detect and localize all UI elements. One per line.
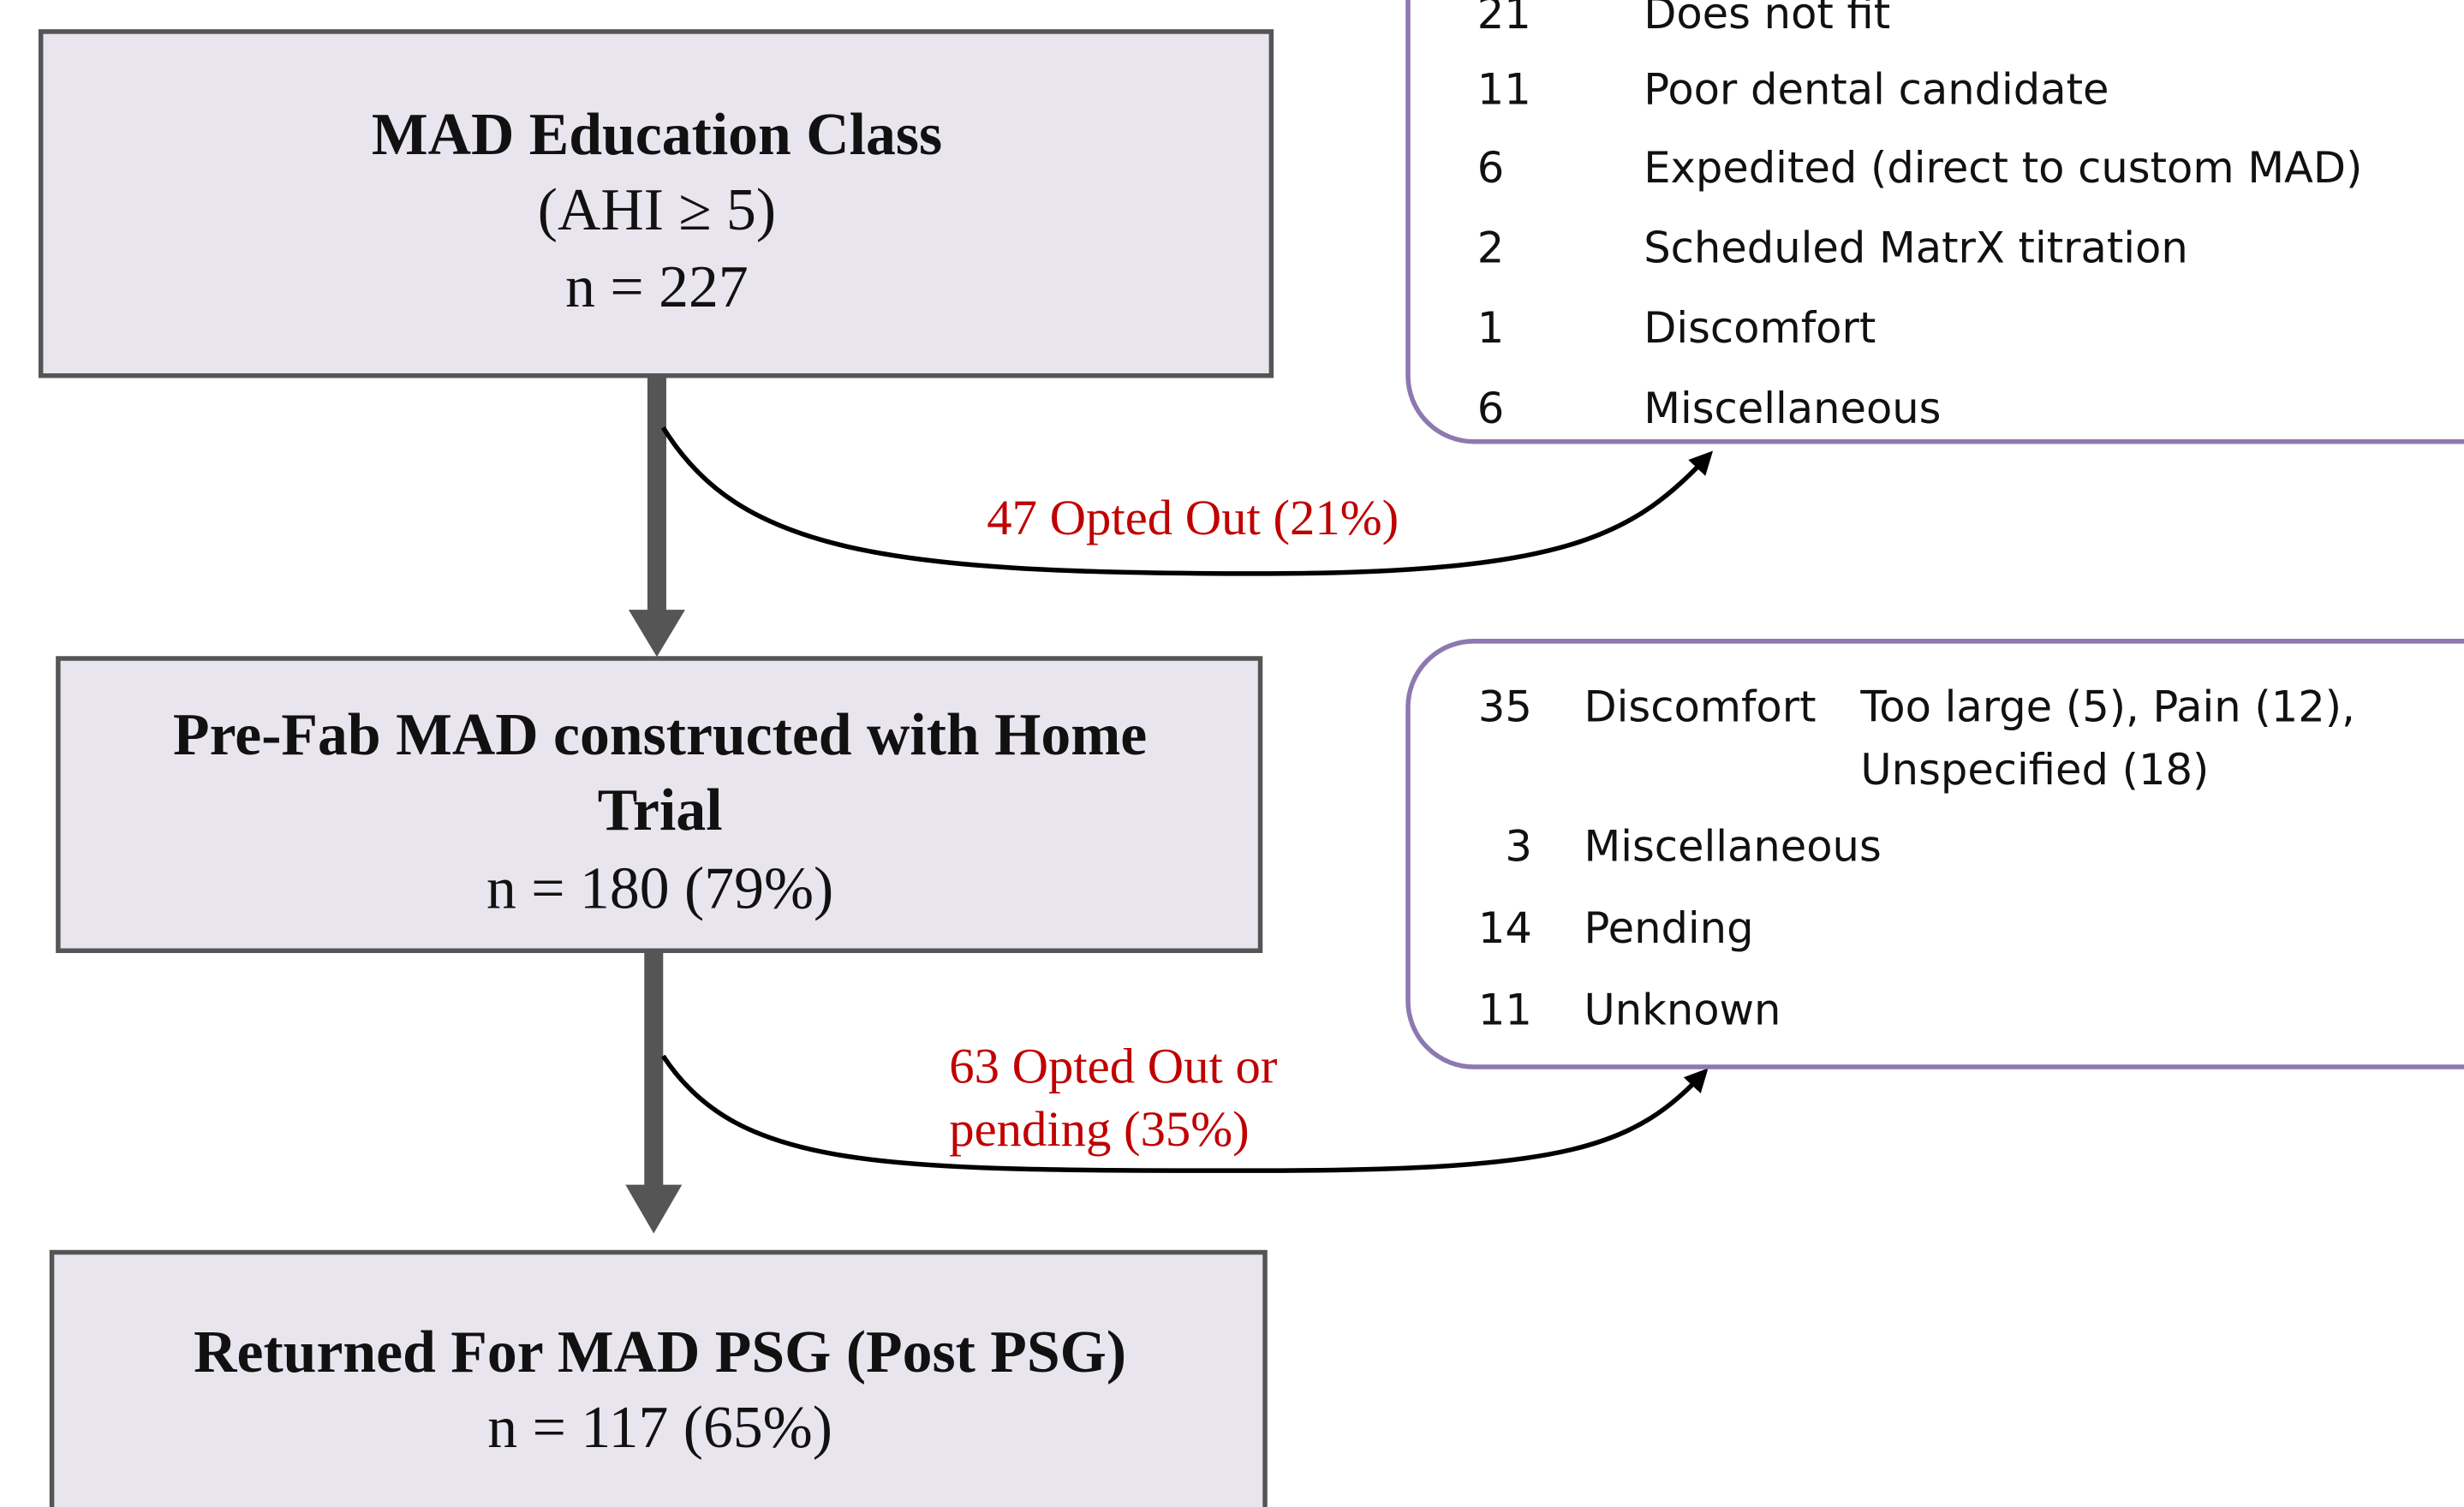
box-title: Trial	[598, 777, 723, 843]
count: 14	[1478, 903, 1532, 953]
detail: Too large (5), Pain (12),	[1859, 682, 2354, 731]
count: 11	[1478, 986, 1532, 1035]
count: 3	[1505, 822, 1532, 872]
reason: Discomfort	[1644, 303, 1876, 353]
reason: Does not fit	[1644, 0, 1890, 39]
box	[49, 1249, 1268, 1507]
reason: Miscellaneous	[1584, 822, 1882, 872]
arrow-label: 63 Opted Out or	[949, 1038, 1278, 1093]
reason: Expedited (direct to custom MAD)	[1644, 143, 2362, 193]
box-text: n = 117 (65%)	[487, 1395, 832, 1461]
count: 6	[1477, 143, 1505, 193]
reason: Unknown	[1584, 986, 1781, 1035]
reason: Poor dental candidate	[1644, 64, 2109, 114]
arrow-label: pending (35%)	[949, 1101, 1250, 1157]
box-text: (AHI ≥ 5)	[538, 177, 776, 243]
reason: Miscellaneous	[1644, 384, 1941, 433]
count: 6	[1477, 384, 1505, 433]
arrow-label: 47 Opted Out (21%)	[987, 490, 1399, 545]
side-box	[1405, 639, 2464, 1069]
box-title: MAD Education Class	[372, 102, 942, 168]
reason: Scheduled MatrX titration	[1644, 223, 2188, 273]
box	[56, 656, 1263, 954]
side-arrow	[660, 426, 1714, 576]
count: 11	[1477, 64, 1531, 114]
side-box	[1405, 0, 2464, 444]
box-title: Returned For MAD PSG (Post PSG)	[194, 1319, 1126, 1385]
detail: Unspecified (18)	[1860, 745, 2209, 795]
count: 1	[1477, 303, 1505, 353]
box-title: Pre-Fab MAD constructed with Home	[173, 702, 1147, 768]
count: 2	[1477, 223, 1505, 273]
side-arrow	[660, 1054, 1709, 1173]
box-text: n = 180 (79%)	[486, 856, 833, 922]
box	[38, 29, 1274, 378]
count: 21	[1477, 0, 1531, 39]
arrowhead	[628, 610, 685, 658]
reason: Discomfort	[1584, 682, 1817, 731]
count: 35	[1478, 682, 1532, 731]
box-text: n = 227	[565, 254, 749, 320]
arrowhead	[625, 1184, 683, 1234]
reason: Pending	[1584, 903, 1754, 953]
